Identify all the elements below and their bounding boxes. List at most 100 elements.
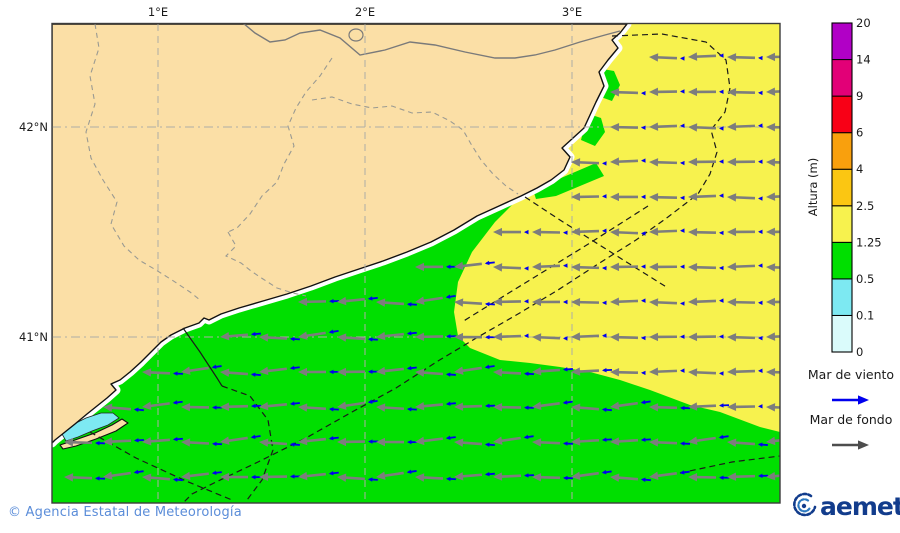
wind-sea-arrow <box>329 298 340 304</box>
wave-arrow-field <box>64 52 802 482</box>
wind-sea-arrow <box>680 195 685 201</box>
swell-arrow <box>493 297 522 307</box>
swell-arrow <box>766 123 780 132</box>
wind-sea-arrow <box>173 371 184 376</box>
llivia-enclave-border <box>348 28 364 42</box>
swell-arrow <box>688 472 717 482</box>
swell-arrow <box>376 471 404 480</box>
swell-arrow <box>610 333 639 342</box>
swell-arrow <box>766 436 780 446</box>
wind-sea-arrow <box>524 266 529 271</box>
swell-arrow <box>493 227 522 237</box>
swell-arrow <box>493 472 522 481</box>
wind-sea-arrow <box>719 334 724 339</box>
swell-arrow <box>415 296 443 305</box>
wind-sea-arrow <box>328 436 339 441</box>
swell-arrow <box>376 366 404 376</box>
swell-arrow <box>454 332 483 342</box>
wind-sea-arrow <box>290 474 301 479</box>
wind-sea-arrow <box>680 228 685 233</box>
wind-sea-arrow <box>602 333 607 338</box>
wind-sea-arrow <box>446 334 457 339</box>
wind-sea-arrow <box>797 161 802 166</box>
wind-sea-arrow <box>563 230 568 235</box>
wind-sea-arrow <box>602 228 607 233</box>
colorbar-cell <box>831 22 853 61</box>
wind-sea-arrow <box>601 437 612 442</box>
wind-sea-arrow <box>602 367 613 373</box>
lon-tick-label: 1°E <box>148 5 168 19</box>
wind-sea-arrow <box>719 159 724 164</box>
swell-arrow <box>64 438 93 447</box>
colorbar-tick-label: 0.5 <box>856 272 874 286</box>
wind-sea-arrow <box>172 477 183 482</box>
swell-arrow <box>376 403 405 412</box>
wind-sea-arrow <box>680 368 685 373</box>
swell-arrow <box>532 262 561 271</box>
wind-sea-arrow <box>250 372 261 377</box>
swell-arrow <box>532 227 561 237</box>
swell-arrow <box>259 472 288 482</box>
swell-arrow <box>649 122 678 131</box>
swell-arrow <box>220 368 249 377</box>
swell-arrow <box>298 471 326 481</box>
wind-sea-arrowhead-icon <box>858 395 869 405</box>
land-region <box>52 24 628 444</box>
swell-arrow <box>415 368 444 377</box>
wind-sea-arrow <box>680 301 685 306</box>
wind-sea-arrow <box>368 439 379 444</box>
swell-arrow <box>649 158 678 167</box>
swell-arrow <box>493 332 522 341</box>
swell-arrow <box>181 438 210 447</box>
wind-sea-arrow <box>406 302 417 307</box>
wind-sea-arrow <box>602 300 607 306</box>
swell-arrow <box>727 298 756 307</box>
swell-arrow <box>220 332 249 341</box>
wind-sea-arrow <box>445 435 456 440</box>
lon-tick-label: 3°E <box>562 5 582 19</box>
wind-sea-arrow <box>797 370 802 374</box>
swell-arrow <box>688 402 717 411</box>
wind-sea-arrow <box>640 477 651 482</box>
swell-arrow <box>376 331 404 341</box>
wind-sea-arrow <box>562 367 573 372</box>
swell-arrow <box>337 473 366 482</box>
swell-arrow <box>610 368 639 377</box>
swell-arrow <box>649 332 678 342</box>
wind-sea-arrow <box>251 403 262 409</box>
colorbar-tick-label: 14 <box>856 53 871 67</box>
map-canvas <box>52 24 802 503</box>
lon-tick-label: 2°E <box>355 5 375 19</box>
wind-sea-arrow <box>133 469 144 475</box>
swell-arrow <box>727 122 756 131</box>
wind-sea-arrow <box>445 401 456 406</box>
colorbar-tick-label: 0.1 <box>856 308 874 322</box>
swell-arrow <box>571 471 599 480</box>
aemet-logo-text: aemet <box>820 491 900 521</box>
swell-arrow <box>727 402 756 412</box>
swell-arrow <box>649 403 678 412</box>
swell-arrow <box>727 227 756 237</box>
wind-sea-arrow <box>445 372 456 377</box>
swell-arrow <box>454 402 483 411</box>
swell-arrow <box>142 401 170 411</box>
wind-sea-arrow <box>563 336 568 341</box>
colorbar-tick-labels: 0 0.1 0.5 1.25 2.5 4 6 9 14 20 <box>856 16 882 359</box>
swell-arrow <box>610 262 639 272</box>
wind-sea-arrow <box>133 407 144 412</box>
lat-tick-label: 41°N <box>19 330 48 344</box>
swell-label: Mar de fondo <box>810 412 893 427</box>
swell-arrow <box>571 332 600 341</box>
wind-sea-arrow <box>797 194 802 199</box>
wind-sea-arrow <box>679 470 690 475</box>
wind-sea-arrow <box>524 473 535 478</box>
swell-arrow <box>727 262 756 271</box>
wind-sea-arrow <box>289 401 300 406</box>
wind-sea-arrow <box>640 437 651 442</box>
admin-border <box>225 231 307 297</box>
swell-arrow <box>610 473 639 482</box>
colorbar <box>831 22 853 353</box>
aemet-logo: aemet <box>790 492 900 520</box>
admin-border <box>85 24 201 301</box>
swell-arrow <box>532 297 561 307</box>
